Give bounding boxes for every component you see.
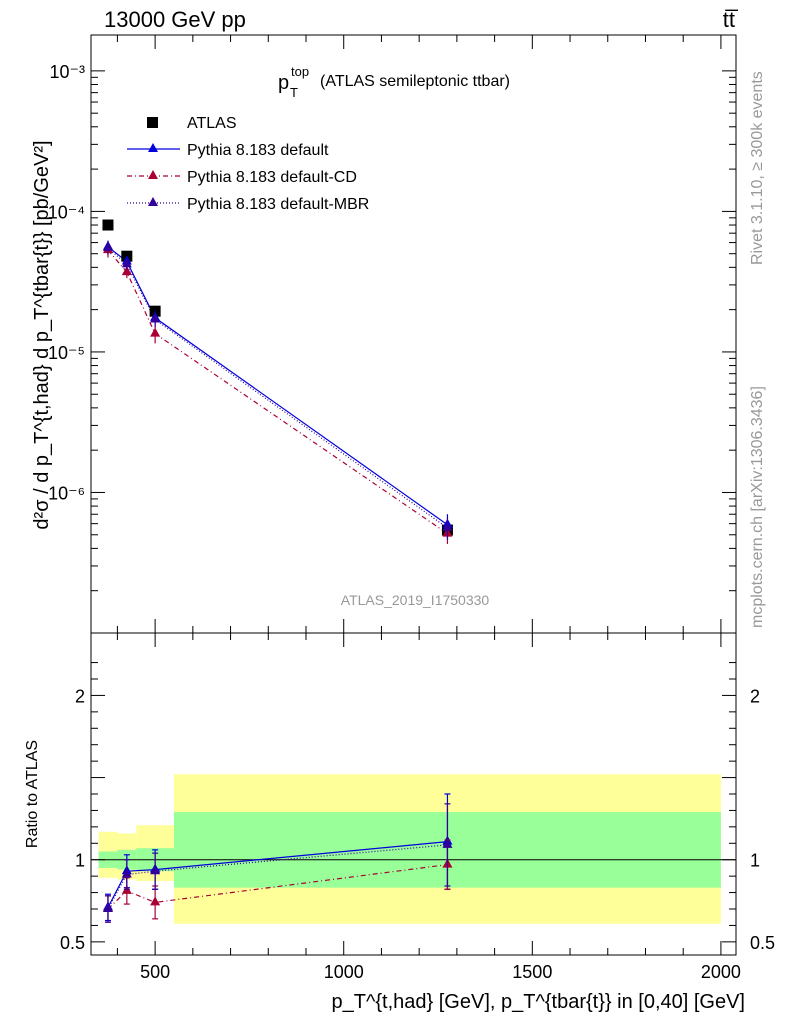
legend-mbr-marker [148,197,158,206]
ratio-y-tick-label: 0.5 [60,933,85,953]
main-y-tick-label: 10⁻³ [49,62,85,82]
main-panel: 10⁻³ 10⁻⁴ 10⁻⁵ 10⁻⁶ p T top (ATLAS semilept… [31,34,737,634]
legend-default-marker [148,143,158,152]
mcplots-label: mcplots.cern.ch [arXiv:1306.3436] [749,386,766,628]
main-line-mbr [107,247,448,529]
plot-title-sub: T [290,85,298,100]
ratio-y-tick-label-right: 0.5 [750,933,775,953]
energy-label: 13000 GeV pp [104,7,246,32]
legend-mbr-label: Pythia 8.183 default-MBR [187,196,369,213]
ratio-y-tick-label-right: 2 [750,686,760,706]
ratio-y-axis-label: Ratio to ATLAS [24,740,41,848]
main-point-cd [121,266,132,276]
main-axes: 10⁻³ 10⁻⁴ 10⁻⁵ 10⁻⁶ [48,35,736,634]
ratio-point-mbr [442,838,453,848]
main-line-cd [107,249,448,535]
main-point-mbr [442,521,453,531]
analysis-watermark: ATLAS_2019_I1750330 [341,592,490,608]
main-series-layer [102,219,453,544]
main-y-axis-label: d²σ / d p_T^{t,had} d p_T^{tbar{t}} [pb/… [31,140,53,529]
ratio-y-tick-label-right: 1 [750,851,760,871]
legend-cd-marker [148,170,158,179]
ratio-y-tick-label: 1 [75,851,85,871]
x-tick-label: 1000 [324,962,364,982]
ratio-point-mbr [102,903,113,912]
ratio-line-default [107,841,448,908]
ratio-series-layer [102,793,453,923]
ratio-bands [91,774,736,924]
main-y-tick-label: 10⁻⁶ [48,483,85,503]
rivet-label: Rivet 3.1.10, ≥ 300k events [749,71,766,265]
ratio-point-mbr [121,868,132,878]
legend-cd-label: Pythia 8.183 default-CD [187,169,357,186]
ratio-panel: 0.5 0.5 1 1 2 2 500 1000 1500 2000 Ratio to ATLAS [24,632,775,982]
x-axis-label: p_T^{t,had} [GeV], p_T^{tbar{t}} in [0,4… [332,991,746,1013]
legend-default-label: Pythia 8.183 default [187,142,329,159]
x-tick-label: 1500 [512,962,552,982]
ratio-point-mbr [150,865,161,875]
main-y-tick-label: 10⁻⁵ [48,343,85,363]
ratio-y-tick-label: 2 [75,686,85,706]
main-line-default [107,246,448,526]
main-point-mbr [121,258,132,268]
x-tick-label: 2000 [701,962,741,982]
legend: ATLAS Pythia 8.183 default Pythia 8.183 … [127,115,369,213]
ratio-point-cd [150,896,161,906]
main-point-mbr [150,313,161,323]
legend-atlas-marker [147,117,158,128]
x-tick-label: 500 [140,962,170,982]
process-label: tt̅ [723,7,739,32]
main-point-atlas [102,219,114,231]
plot-title-rest: (ATLAS semileptonic ttbar) [320,73,510,90]
main-y-tick-label: 10⁻⁴ [48,202,85,222]
plot-title-p: p [278,72,289,94]
ratio-axes: 0.5 0.5 1 1 2 2 500 1000 1500 2000 [60,633,775,982]
plot-title: p T top (ATLAS semileptonic ttbar) [278,64,510,100]
legend-atlas-label: ATLAS [187,115,237,132]
ratio-line-cd [107,864,448,910]
main-point-mbr [102,241,113,251]
plot-title-sup: top [291,64,309,79]
main-point-cd [150,327,161,337]
